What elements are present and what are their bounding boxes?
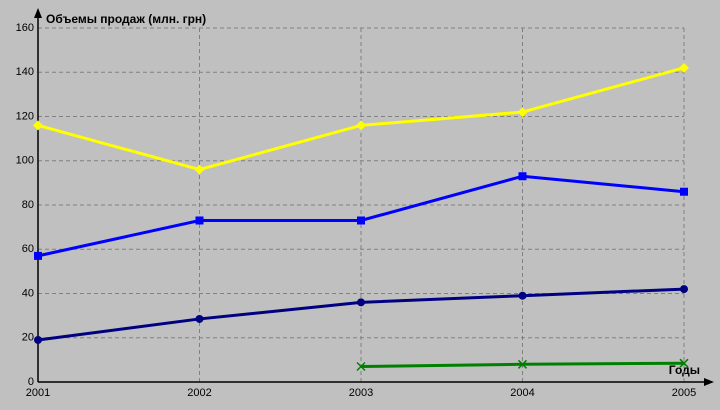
point (517, 359, 528, 369)
x-tick-label: 2003 (349, 387, 373, 399)
point (518, 172, 527, 181)
x-tick-label: 2002 (187, 387, 211, 399)
series-line (37, 174, 685, 258)
y-axis-label: Объемы продаж (млн. грн) (46, 12, 206, 26)
point (680, 285, 688, 294)
x-tick-label: 2001 (26, 387, 50, 399)
point (357, 298, 365, 307)
y-tick-label: 160 (16, 22, 34, 34)
y-tick-label: 60 (22, 243, 34, 255)
y-axis-arrow (34, 8, 42, 18)
x-tick-label: 2005 (672, 387, 696, 399)
y-tick-label: 20 (22, 332, 34, 344)
point (518, 291, 527, 300)
point (679, 62, 689, 73)
point (34, 251, 42, 260)
point (517, 107, 528, 118)
x-axis-label: Годы (669, 363, 700, 377)
point (680, 187, 688, 196)
y-tick-label: 80 (22, 199, 34, 211)
point (357, 216, 365, 225)
y-tick-label: 140 (16, 66, 34, 78)
point (356, 120, 366, 131)
x-axis-arrow (704, 378, 714, 386)
y-tick-label: 100 (16, 155, 34, 167)
point (195, 314, 204, 323)
y-tick-label: 40 (22, 287, 34, 299)
y-tick-label: 0 (28, 376, 34, 388)
point (679, 358, 689, 368)
point (195, 216, 204, 225)
x-tick-label: 2004 (510, 387, 534, 399)
point (356, 361, 366, 372)
point (194, 164, 205, 175)
point (34, 335, 42, 344)
point (33, 120, 43, 131)
y-tick-label: 120 (16, 110, 34, 122)
